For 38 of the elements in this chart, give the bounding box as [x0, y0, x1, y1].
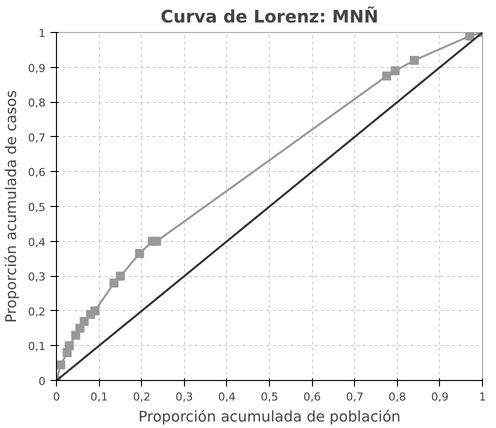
y-tick-label: 0,9: [28, 62, 46, 75]
chart-title: Curva de Lorenz: MNÑ: [160, 6, 378, 28]
x-axis-title: Proporción acumulada de población: [138, 408, 401, 426]
x-tick-label: 0,7: [346, 390, 364, 404]
point: [80, 316, 89, 326]
point: [382, 72, 392, 80]
y-tick-label: 0,3: [28, 270, 46, 284]
x-tick-label: 0,6: [303, 390, 321, 404]
y-tick-label: 0,2: [28, 305, 46, 318]
y-tick-label: 0,6: [28, 166, 46, 180]
point: [116, 272, 125, 281]
point: [135, 248, 144, 258]
point: [465, 32, 474, 40]
y-tick-label: 0,1: [28, 340, 46, 354]
point: [64, 341, 74, 350]
point: [90, 306, 100, 316]
y-tick-label: 0,8: [28, 96, 46, 110]
point: [110, 278, 119, 288]
x-tick-label: 0,4: [218, 390, 236, 404]
y-tick-label: 0,4: [28, 236, 46, 249]
point: [410, 56, 419, 65]
y-tick-label: 0,5: [28, 201, 46, 214]
x-tick-label: 0,9: [431, 390, 449, 404]
x-tick-label: 0,3: [176, 390, 194, 404]
x-tick-label: 0,8: [388, 390, 406, 404]
x-tick-label: 0,1: [90, 390, 108, 404]
y-tick-label: 0: [38, 375, 46, 388]
y-axis-title: Proporción acumulada de casos: [3, 90, 20, 323]
point: [390, 66, 400, 76]
y-tick-label: 1: [38, 27, 46, 40]
x-tick-label: 0,5: [260, 390, 278, 404]
x-tick-label: 0,2: [132, 390, 150, 404]
point: [152, 236, 162, 246]
x-tick-label: 1: [479, 390, 486, 404]
y-tick-label: 0,7: [28, 131, 46, 144]
point: [71, 330, 80, 340]
x-tick-label: 0: [53, 390, 60, 404]
point: [56, 360, 66, 370]
